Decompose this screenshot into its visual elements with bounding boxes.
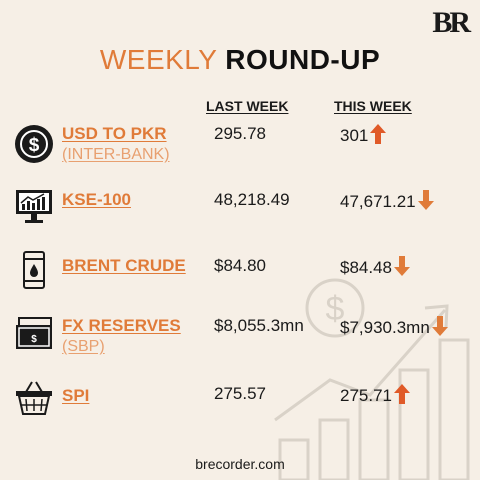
background-growth-chart-icon: $ (274, 278, 470, 480)
value-spi-this-week: 275.71 (340, 384, 410, 406)
value-usd-this-week: 301 (340, 124, 387, 146)
arrow-up-icon (394, 384, 410, 404)
shopping-basket-icon (16, 381, 52, 415)
svg-text:$: $ (31, 334, 37, 345)
br-logo: BR (432, 6, 471, 39)
value-brent-last-week: $84.80 (214, 256, 266, 275)
title-weekly: WEEKLY (99, 44, 217, 75)
label-kse-100: KSE-100 (62, 190, 131, 209)
arrow-up-icon (370, 124, 387, 144)
column-header-last-week: LAST WEEK (206, 98, 289, 114)
column-header-this-week: THIS WEEK (334, 98, 412, 114)
value-fx-this-week: $7,930.3mn (340, 316, 448, 338)
footer-site: brecorder.com (195, 456, 285, 472)
value-usd-last-week: 295.78 (214, 124, 266, 143)
label-brent-crude: BRENT CRUDE (62, 256, 186, 275)
arrow-down-icon (417, 190, 434, 210)
page-title: WEEKLY ROUND-UP (0, 44, 480, 76)
label-spi: SPI (62, 386, 90, 405)
oil-barrel-icon (23, 251, 45, 289)
arrow-down-icon (431, 316, 448, 336)
svg-text:$: $ (326, 290, 345, 328)
label-fx-reserves: FX RESERVES (62, 316, 181, 335)
stock-monitor-icon (16, 190, 52, 223)
title-roundup: ROUND-UP (225, 44, 381, 75)
value-kse-this-week: 47,671.21 (340, 190, 434, 212)
value-fx-last-week: $8,055.3mn (214, 316, 304, 335)
value-spi-last-week: 275.57 (214, 384, 266, 403)
sub-inter-bank: (INTER-BANK) (62, 146, 170, 163)
svg-text:$: $ (29, 135, 40, 156)
value-brent-this-week: $84.48 (340, 256, 410, 278)
sub-sbp: (SBP) (62, 338, 105, 355)
banknote-icon: $ (16, 317, 52, 349)
arrow-down-icon (394, 256, 410, 276)
label-usd-pkr: USD TO PKR (62, 124, 167, 143)
dollar-coin-icon: $ (15, 125, 53, 163)
value-kse-last-week: 48,218.49 (214, 190, 290, 209)
